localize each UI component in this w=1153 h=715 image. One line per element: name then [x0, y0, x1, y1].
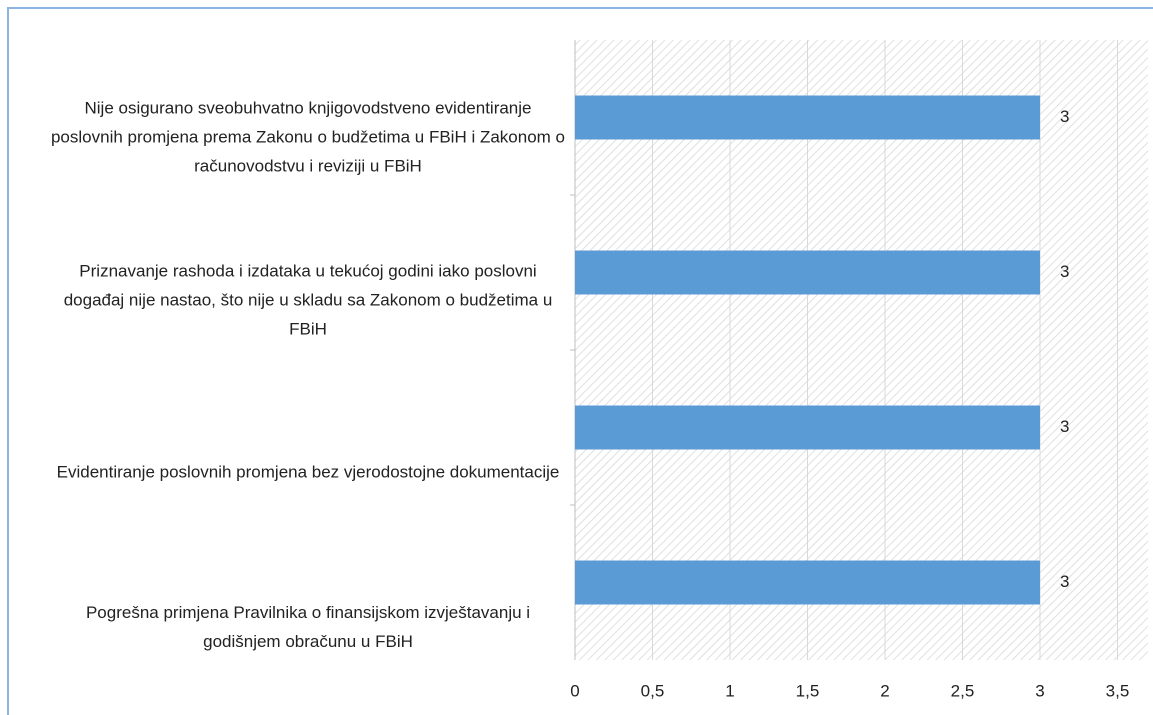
x-tick-label: 2,5	[951, 681, 975, 700]
category-label: Pogrešna primjena Pravilnika o finansijs…	[85, 603, 531, 651]
category-label: Evidentiranje poslovnih promjena bez vje…	[56, 462, 560, 482]
x-tick-label: 3	[1035, 681, 1044, 700]
data-label: 3	[1060, 572, 1069, 591]
data-label: 3	[1060, 262, 1069, 281]
x-tick-label: 1	[725, 681, 734, 700]
bar	[575, 405, 1040, 450]
x-tick-label: 2	[880, 681, 889, 700]
x-tick-label: 1,5	[796, 681, 820, 700]
plot-area	[575, 40, 1148, 660]
bar	[575, 95, 1040, 140]
frame	[7, 7, 1153, 715]
x-tick-label: 0	[570, 681, 579, 700]
data-label: 3	[1060, 417, 1069, 436]
x-tick-label: 3,5	[1106, 681, 1130, 700]
data-label: 3	[1060, 107, 1069, 126]
category-label: Priznavanje rashoda i izdataka u tekućoj…	[63, 261, 553, 339]
bar	[575, 250, 1040, 295]
category-label: Nije osigurano sveobuhvatno knjigovodstv…	[50, 98, 566, 176]
bar	[575, 560, 1040, 605]
x-tick-label: 0,5	[641, 681, 665, 700]
